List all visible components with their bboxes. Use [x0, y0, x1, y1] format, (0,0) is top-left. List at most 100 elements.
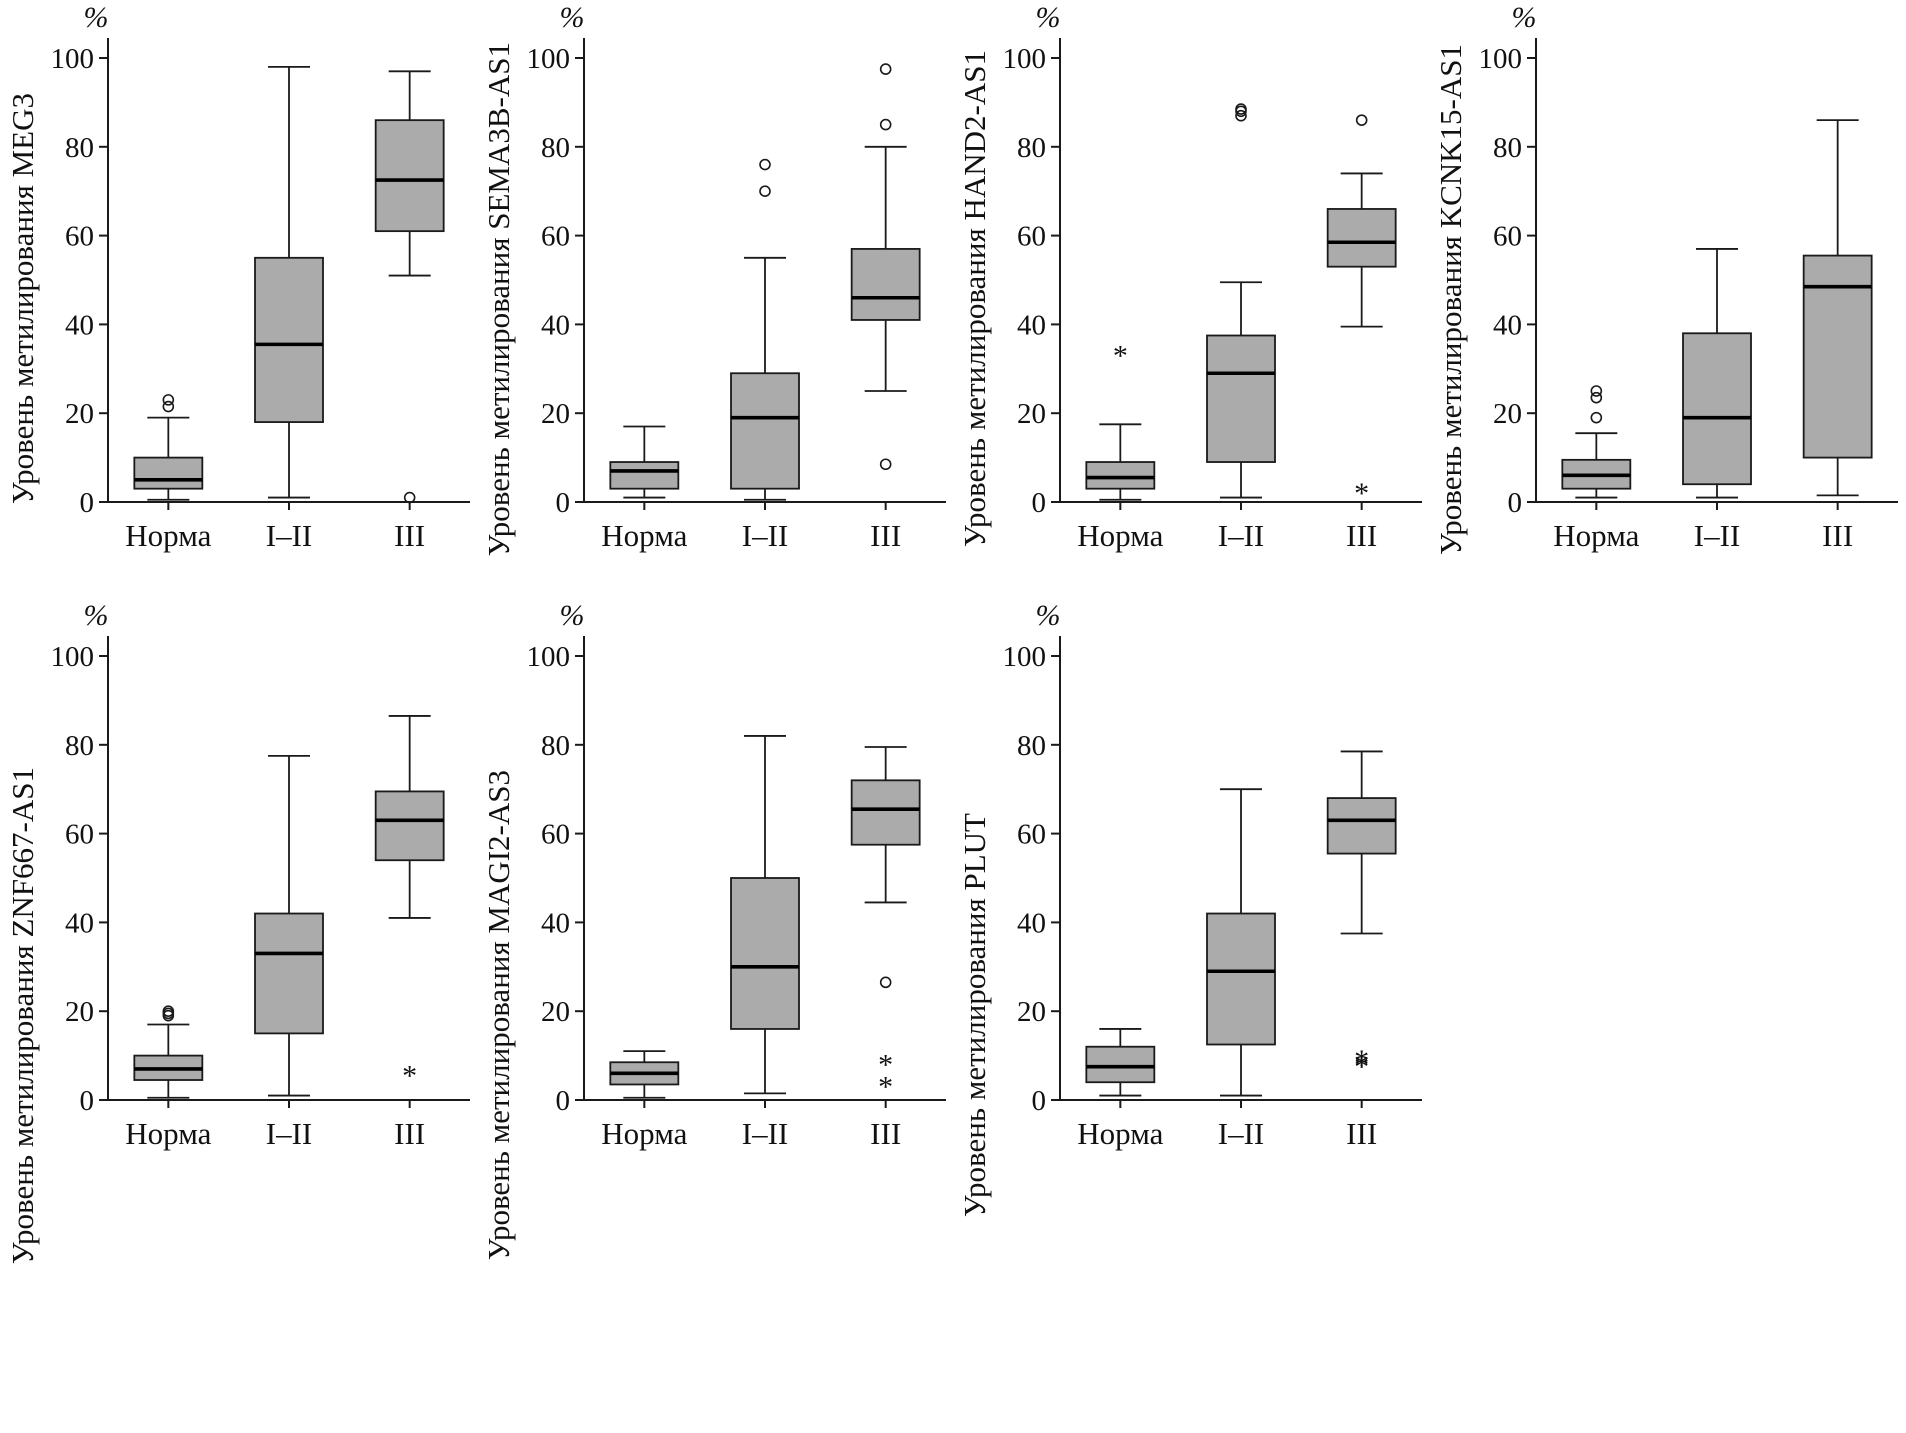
- outlier-circle: [1235, 109, 1247, 122]
- category-label: Норма: [601, 518, 687, 553]
- category-label: I–II: [266, 1116, 312, 1151]
- outlier-circle: [162, 1005, 175, 1018]
- boxplot-svg-meg3: % 0 20 40 60 80 100 Норма I–II III: [51, 1, 470, 553]
- iqr-box: [254, 912, 324, 1035]
- category-label: I–II: [266, 518, 312, 553]
- y-axis-title-text: Уровень метилирования KCNK15-AS1: [1432, 43, 1468, 555]
- category-label: III: [870, 1116, 901, 1151]
- y-tick-label: 0: [556, 1085, 571, 1117]
- y-tick-label: 100: [51, 641, 95, 673]
- y-tick-label: 20: [1017, 398, 1046, 430]
- y-tick-label: 60: [65, 221, 94, 253]
- unit-percent-label: %: [560, 599, 585, 632]
- y-tick-label: 80: [65, 730, 94, 762]
- y-tick-label: 0: [1032, 1085, 1047, 1117]
- category-label: III: [394, 1116, 425, 1151]
- category-label: I–II: [1218, 1116, 1264, 1151]
- y-tick-label: 60: [1017, 819, 1046, 851]
- outlier-star: *: [878, 1071, 893, 1104]
- outlier-circle: [879, 976, 892, 989]
- y-tick-label: 20: [541, 996, 570, 1028]
- unit-percent-label: %: [84, 599, 109, 632]
- iqr-box: [133, 456, 204, 490]
- unit-percent-label: %: [1512, 1, 1537, 34]
- iqr-box: [730, 372, 800, 490]
- outlier-circle: [1355, 114, 1368, 126]
- iqr-box: [1326, 208, 1397, 268]
- iqr-box: [609, 461, 680, 490]
- iqr-box: [850, 779, 921, 846]
- iqr-box: [1206, 912, 1276, 1046]
- iqr-box: [1802, 254, 1873, 459]
- y-tick-label: 100: [527, 43, 571, 75]
- y-tick-label: 60: [1493, 221, 1522, 253]
- y-tick-label: 100: [1479, 43, 1523, 75]
- category-label: I–II: [1218, 518, 1264, 553]
- y-tick-label: 40: [541, 907, 570, 939]
- outlier-circle: [759, 158, 771, 171]
- outlier-circle: [403, 491, 416, 504]
- y-tick-label: 0: [80, 1085, 95, 1117]
- y-tick-label: 40: [1493, 309, 1522, 341]
- outlier-circle: [1590, 385, 1603, 397]
- boxplot-cell-sema3b-as1: Уровень метилирования SEMA3B-AS1% 0 20 40 60…: [476, 0, 952, 598]
- iqr-box: [1326, 797, 1397, 855]
- category-label: I–II: [742, 518, 788, 553]
- y-axis-title-sema3b-as1: Уровень метилирования SEMA3B-AS1: [476, 0, 520, 598]
- outlier-star: *: [1354, 1051, 1369, 1084]
- category-label: Норма: [1077, 1116, 1163, 1151]
- y-tick-label: 40: [541, 309, 570, 341]
- y-tick-label: 0: [1508, 487, 1523, 519]
- iqr-box: [374, 119, 445, 233]
- y-tick-label: 20: [65, 398, 94, 430]
- category-label: III: [870, 518, 901, 553]
- boxplot-cell-magi2-as3: Уровень метилирования MAGI2-AS3% 0 20 40 60 8…: [476, 598, 952, 1433]
- y-tick-label: 60: [65, 819, 94, 851]
- outlier-star: *: [1354, 1048, 1369, 1081]
- y-tick-label: 20: [65, 996, 94, 1028]
- y-tick-label: 40: [65, 309, 94, 341]
- outlier-circle: [162, 400, 175, 413]
- category-label: Норма: [125, 1116, 211, 1151]
- y-tick-label: 80: [541, 730, 570, 762]
- y-tick-label: 40: [1017, 907, 1046, 939]
- iqr-box: [374, 790, 445, 862]
- outlier-circle: [879, 458, 892, 471]
- y-tick-label: 80: [541, 132, 570, 164]
- iqr-box: [1085, 461, 1156, 490]
- category-label: Норма: [125, 518, 211, 553]
- y-tick-label: 100: [527, 641, 571, 673]
- unit-percent-label: %: [84, 1, 109, 34]
- category-label: III: [394, 518, 425, 553]
- unit-percent-label: %: [1036, 599, 1061, 632]
- iqr-box: [1206, 334, 1276, 463]
- category-label: Норма: [1553, 518, 1639, 553]
- y-tick-label: 0: [80, 487, 95, 519]
- y-axis-title-meg3: Уровень метилирования MEG3: [0, 0, 44, 598]
- y-tick-label: 20: [1017, 996, 1046, 1028]
- boxplot-svg-magi2-as3: % 0 20 40 60 80 100 Норма I–II III **: [527, 599, 946, 1151]
- outlier-star: *: [1354, 1044, 1369, 1077]
- category-label: Норма: [601, 1116, 687, 1151]
- y-tick-label: 80: [65, 132, 94, 164]
- y-tick-label: 0: [1032, 487, 1047, 519]
- category-label: I–II: [1694, 518, 1740, 553]
- unit-percent-label: %: [1036, 1, 1061, 34]
- y-axis-title-magi2-as3: Уровень метилирования MAGI2-AS3: [476, 598, 520, 1433]
- y-tick-label: 100: [1003, 641, 1047, 673]
- outlier-star: *: [402, 1060, 417, 1093]
- y-tick-label: 80: [1017, 132, 1046, 164]
- outlier-circle: [879, 63, 892, 75]
- y-axis-title-text: Уровень метилирования ZNF667-AS1: [4, 766, 40, 1265]
- outlier-circle: [1590, 391, 1603, 404]
- y-tick-label: 40: [65, 907, 94, 939]
- y-axis-title-hand2-as1: Уровень метилирования HAND2-AS1: [952, 0, 996, 598]
- iqr-box: [850, 248, 921, 321]
- category-label: III: [1346, 518, 1377, 553]
- y-axis-title-text: Уровень метилирования MAGI2-AS3: [480, 770, 516, 1261]
- y-tick-label: 40: [1017, 309, 1046, 341]
- boxplot-svg-sema3b-as1: % 0 20 40 60 80 100 Норма I–II III: [527, 1, 946, 553]
- boxplot-cell-znf667-as1: Уровень метилирования ZNF667-AS1% 0 20 40 60…: [0, 598, 476, 1433]
- iqr-box: [1085, 1045, 1156, 1084]
